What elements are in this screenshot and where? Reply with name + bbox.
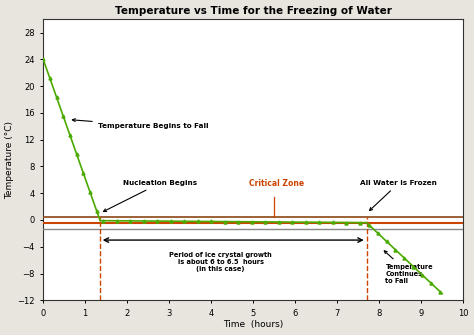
Text: All Water is Frozen: All Water is Frozen (360, 180, 437, 210)
Text: Temperature Begins to Fall: Temperature Begins to Fall (73, 119, 208, 129)
Y-axis label: Temperature (°C): Temperature (°C) (6, 121, 15, 199)
Text: Temperature
Continues
to Fall: Temperature Continues to Fall (384, 251, 433, 283)
Text: Critical Zone: Critical Zone (249, 179, 304, 188)
Title: Temperature vs Time for the Freezing of Water: Temperature vs Time for the Freezing of … (115, 6, 392, 15)
Text: Nucleation Begins: Nucleation Begins (103, 180, 197, 211)
X-axis label: Time  (hours): Time (hours) (223, 321, 283, 329)
Text: Period of ice crystal growth
is about 6 to 6.5  hours
(in this case): Period of ice crystal growth is about 6 … (169, 252, 272, 272)
